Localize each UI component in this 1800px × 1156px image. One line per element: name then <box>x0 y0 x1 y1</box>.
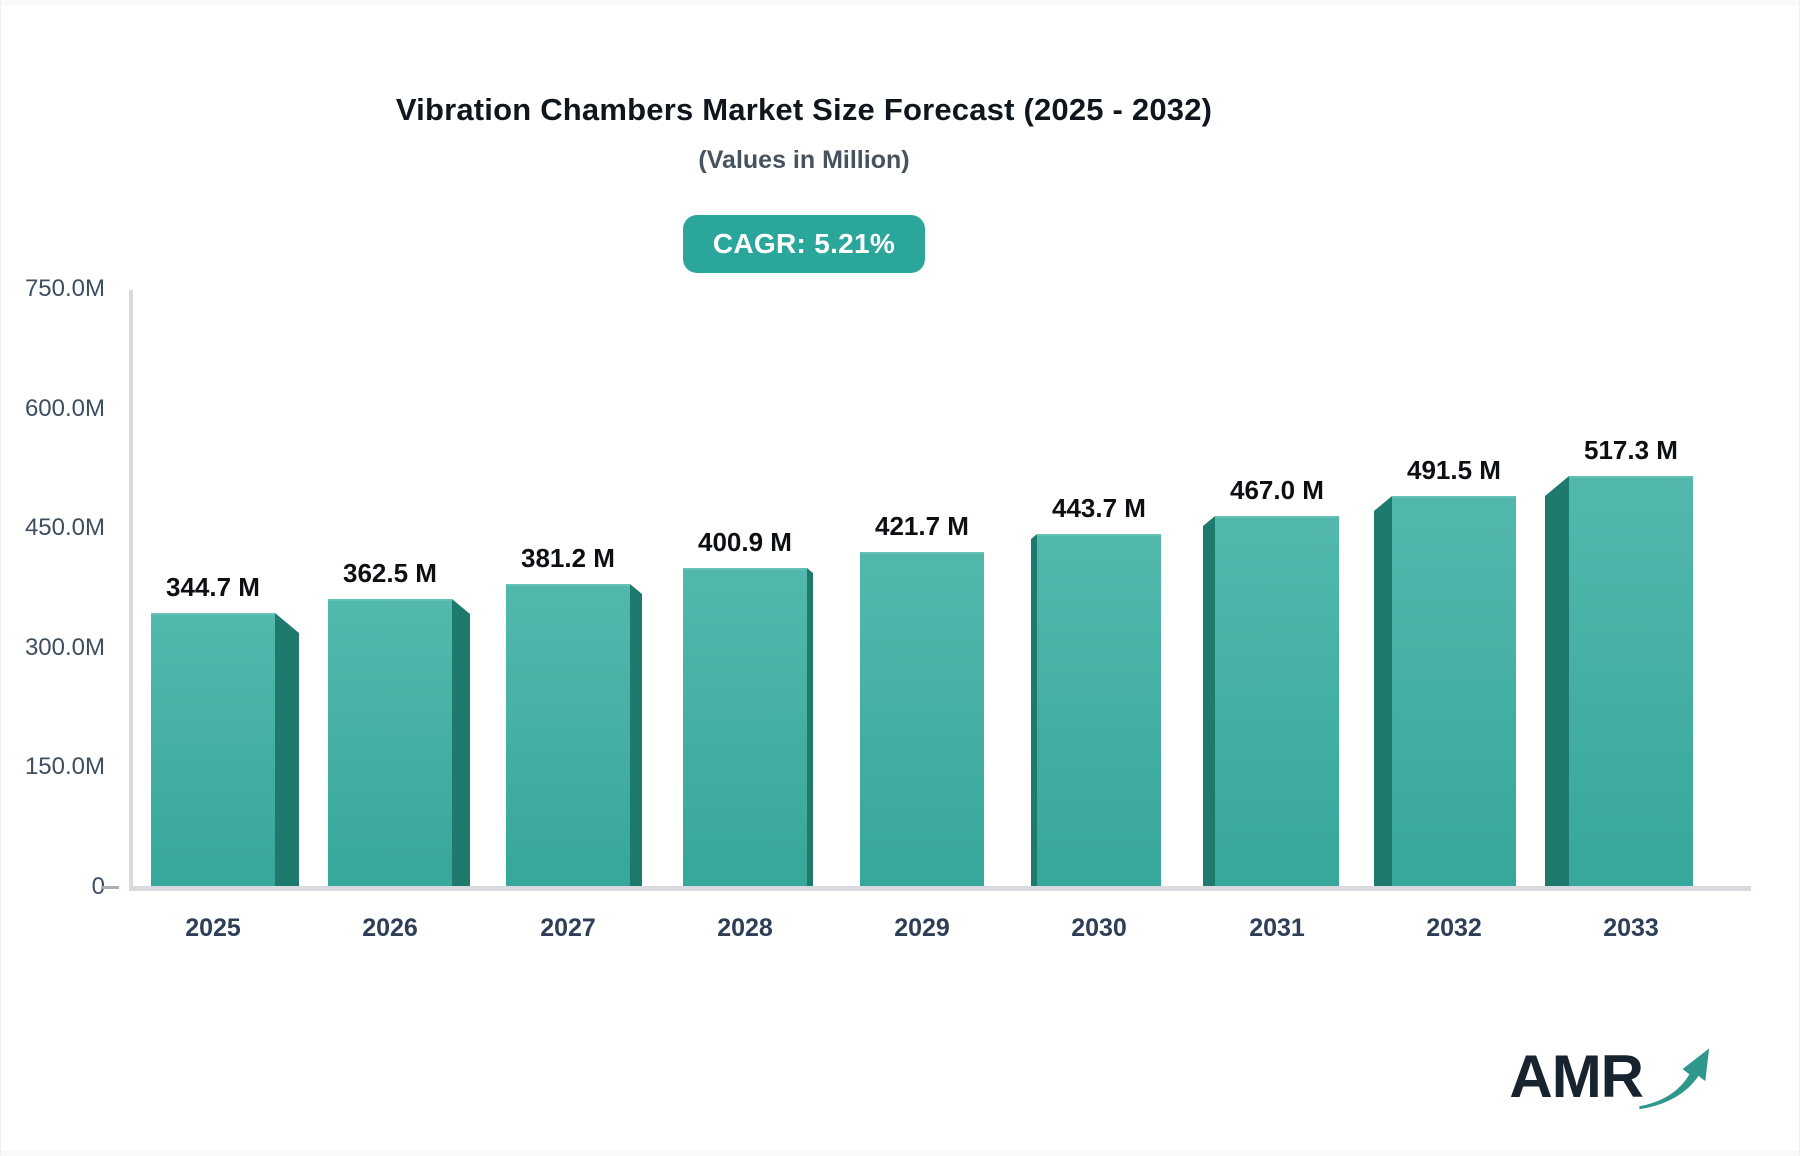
bar-front-face <box>328 599 452 888</box>
bar-value-label: 400.9 M <box>698 527 792 557</box>
bar-value-label: 517.3 M <box>1584 435 1678 465</box>
bar-2025 <box>151 613 299 888</box>
cagr-badge: CAGR: 5.21% <box>682 215 926 273</box>
bar-2031 <box>1203 516 1339 888</box>
bar-3d-side <box>630 584 642 888</box>
bar-front-face <box>506 584 630 888</box>
bar-front-face <box>1569 476 1693 888</box>
bar-2028 <box>683 568 813 888</box>
x-axis-category-label: 2029 <box>894 914 950 942</box>
growth-arrow-icon <box>1639 1048 1710 1110</box>
y-axis-tick-label: 600.0M <box>24 394 105 422</box>
x-axis-category-label: 2028 <box>717 914 773 942</box>
bar-2026 <box>328 599 470 888</box>
bar-value-label: 443.7 M <box>1052 493 1146 523</box>
bar-2027 <box>506 584 642 888</box>
chart-subtitle: (Values in Million) <box>698 146 910 174</box>
bar-3d-side <box>1545 476 1569 888</box>
bar-front-face <box>860 552 984 888</box>
bar-value-label: 421.7 M <box>875 511 969 541</box>
bar-front-face <box>683 568 807 888</box>
x-axis-category-label: 2025 <box>185 914 241 942</box>
y-axis-tick-label: 0 <box>91 873 105 900</box>
bar-3d-side <box>275 613 299 888</box>
bottom-edge-strip <box>1 1151 1799 1156</box>
zero-tick-mark <box>101 886 119 889</box>
bar-2032 <box>1374 496 1516 888</box>
amr-logo: AMR <box>1509 1038 1713 1116</box>
bar-front-face <box>151 613 275 888</box>
x-axis-baseline <box>129 886 1751 891</box>
y-axis-tick-label: 450.0M <box>24 514 105 542</box>
x-axis-category-label: 2027 <box>540 914 596 942</box>
y-axis-tick-label: 750.0M <box>24 275 105 302</box>
x-axis-category-label: 2030 <box>1071 914 1127 942</box>
bar-value-label: 467.0 M <box>1230 475 1324 505</box>
chart-header: Vibration Chambers Market Size Forecast … <box>1 92 1607 273</box>
bar-value-label: 344.7 M <box>166 572 260 602</box>
bar-front-face <box>1392 496 1516 888</box>
bar-value-label: 381.2 M <box>521 543 615 573</box>
bar-3d-side <box>452 599 470 888</box>
bar-3d-side <box>807 568 813 888</box>
y-axis-line <box>129 290 133 891</box>
x-axis-category-label: 2032 <box>1426 914 1482 942</box>
bar-front-face <box>1037 534 1161 888</box>
x-axis-category-label: 2031 <box>1249 914 1305 942</box>
bar-value-label: 362.5 M <box>343 558 437 588</box>
bar-value-label: 491.5 M <box>1407 455 1501 485</box>
bar-front-face <box>1215 516 1339 888</box>
x-axis-category-label: 2033 <box>1603 914 1659 942</box>
bar-3d-side <box>1203 516 1215 888</box>
y-axis-tick-label: 150.0M <box>24 753 105 781</box>
x-axis-category-label: 2026 <box>362 914 418 942</box>
top-edge-strip <box>1 0 1799 5</box>
bar-2029 <box>860 552 984 888</box>
y-axis-tick-label: 300.0M <box>24 633 105 661</box>
chart-title: Vibration Chambers Market Size Forecast … <box>395 92 1213 127</box>
bar-2030 <box>1031 534 1161 888</box>
bar-2033 <box>1545 476 1693 888</box>
amr-logo-text: AMR <box>1509 1043 1644 1110</box>
bar-3d-side <box>1031 534 1037 888</box>
bar-3d-side <box>1374 496 1392 888</box>
